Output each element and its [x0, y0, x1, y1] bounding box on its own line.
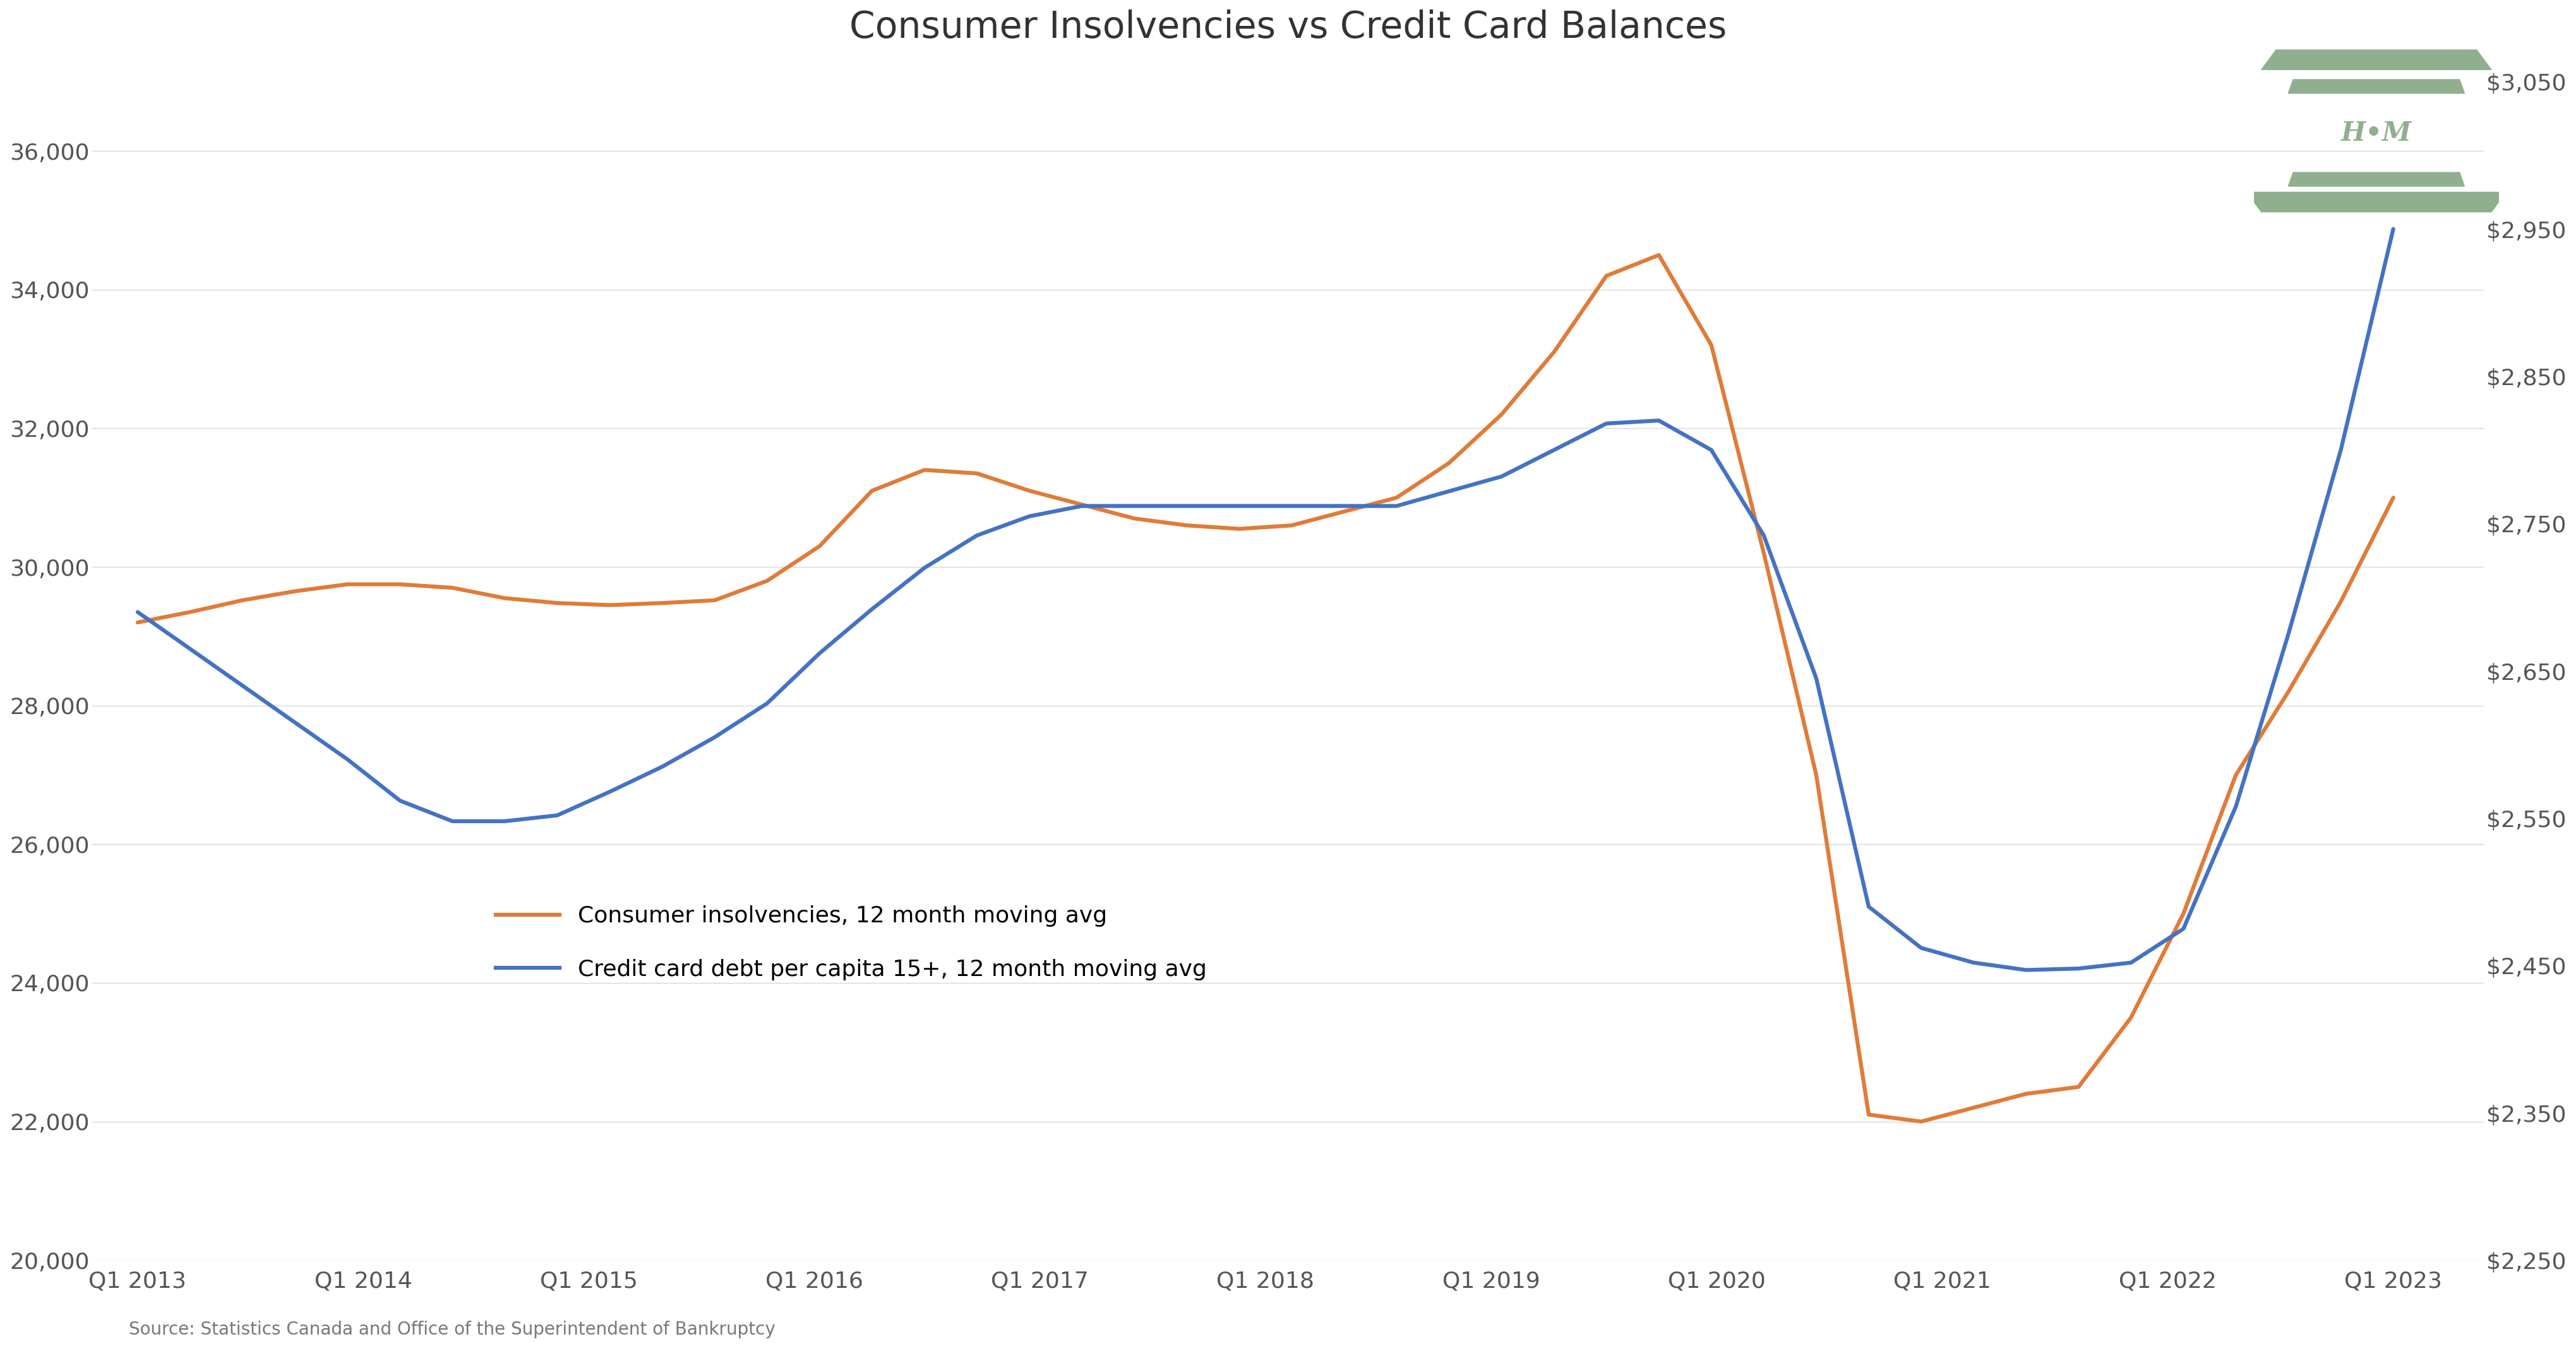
Polygon shape [2262, 50, 2491, 70]
Legend: Consumer insolvencies, 12 month moving avg, Credit card debt per capita 15+, 12 : Consumer insolvencies, 12 month moving a… [487, 897, 1216, 990]
Polygon shape [2287, 172, 2465, 187]
Title: Consumer Insolvencies vs Credit Card Balances: Consumer Insolvencies vs Credit Card Bal… [850, 10, 1726, 45]
Polygon shape [2246, 192, 2506, 213]
Text: H•M: H•M [2342, 120, 2411, 146]
Text: Source: Statistics Canada and Office of the Superintendent of Bankruptcy: Source: Statistics Canada and Office of … [129, 1321, 775, 1338]
Polygon shape [2287, 79, 2465, 93]
